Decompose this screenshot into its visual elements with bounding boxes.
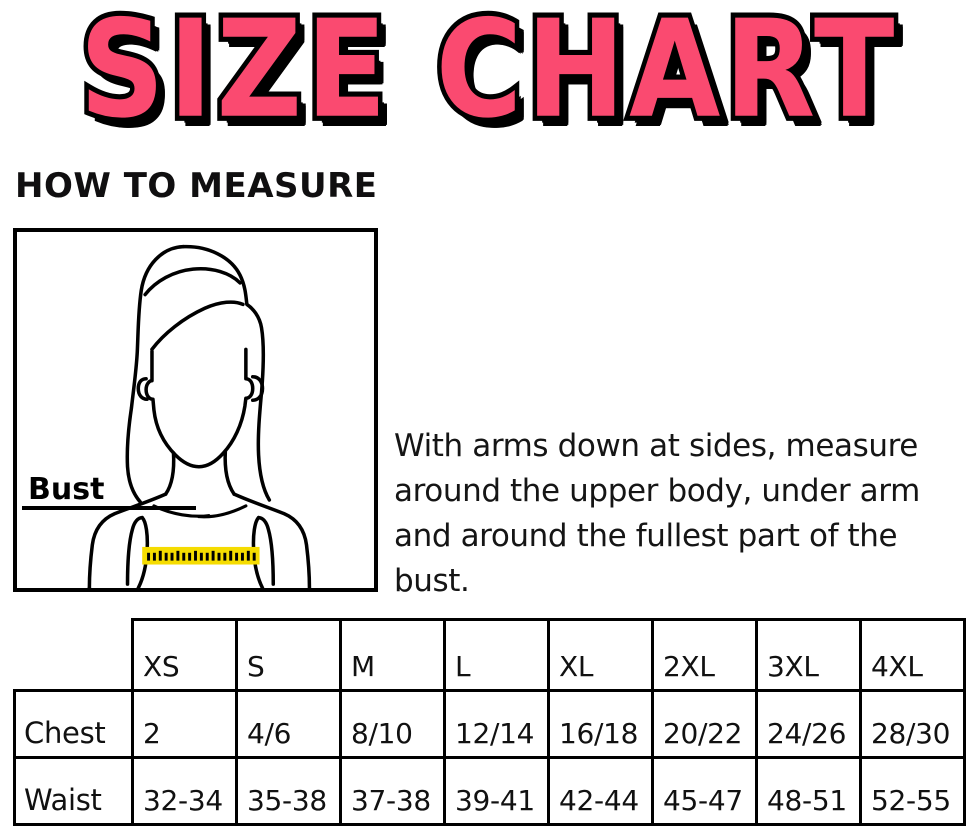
table-header-row: XS S M L XL 2XL 3XL 4XL — [15, 618, 966, 692]
row-label-waist: Waist — [13, 756, 134, 826]
column-header-3xl: 3XL — [755, 618, 862, 692]
cell-waist-xs: 32-34 — [131, 756, 238, 826]
title-banner: SIZE CHART — [0, 0, 978, 153]
column-header-xl: XL — [547, 618, 654, 692]
column-header-2xl: 2XL — [651, 618, 758, 692]
measurement-illustration-frame — [13, 228, 378, 592]
female-torso-figure-icon — [87, 244, 312, 588]
cell-chest-xs: 2 — [131, 689, 238, 759]
cell-chest-l: 12/14 — [443, 689, 550, 759]
bust-leader-line — [22, 506, 196, 510]
column-header-s: S — [235, 618, 342, 692]
cell-waist-xl: 42-44 — [547, 756, 654, 826]
cell-waist-s: 35-38 — [235, 756, 342, 826]
column-header-4xl: 4XL — [859, 618, 966, 692]
table-row-waist: Waist 32-34 35-38 37-38 39-41 42-44 45-4… — [13, 756, 966, 826]
cell-waist-l: 39-41 — [443, 756, 550, 826]
cell-chest-s: 4/6 — [235, 689, 342, 759]
cell-waist-2xl: 45-47 — [651, 756, 758, 826]
cell-waist-4xl: 52-55 — [859, 756, 966, 826]
page-title: SIZE CHART — [75, 0, 899, 153]
size-chart-table: XS S M L XL 2XL 3XL 4XL Chest 2 4/6 8/10… — [13, 618, 966, 826]
cell-chest-3xl: 24/26 — [755, 689, 862, 759]
section-heading-how-to-measure: HOW TO MEASURE — [15, 166, 378, 206]
row-label-chest: Chest — [13, 689, 134, 759]
table-row-chest: Chest 2 4/6 8/10 12/14 16/18 20/22 24/26… — [13, 689, 966, 759]
column-header-l: L — [443, 618, 550, 692]
cell-waist-3xl: 48-51 — [755, 756, 862, 826]
column-header-xs: XS — [131, 618, 238, 692]
table-corner-blank — [15, 620, 133, 691]
cell-chest-2xl: 20/22 — [651, 689, 758, 759]
cell-chest-m: 8/10 — [339, 689, 446, 759]
cell-chest-4xl: 28/30 — [859, 689, 966, 759]
cell-chest-xl: 16/18 — [547, 689, 654, 759]
cell-waist-m: 37-38 — [339, 756, 446, 826]
bust-measure-label: Bust — [28, 472, 105, 507]
measuring-tape-icon — [142, 546, 260, 565]
column-header-m: M — [339, 618, 446, 692]
measurement-instructions: With arms down at sides, measure around … — [394, 428, 920, 599]
